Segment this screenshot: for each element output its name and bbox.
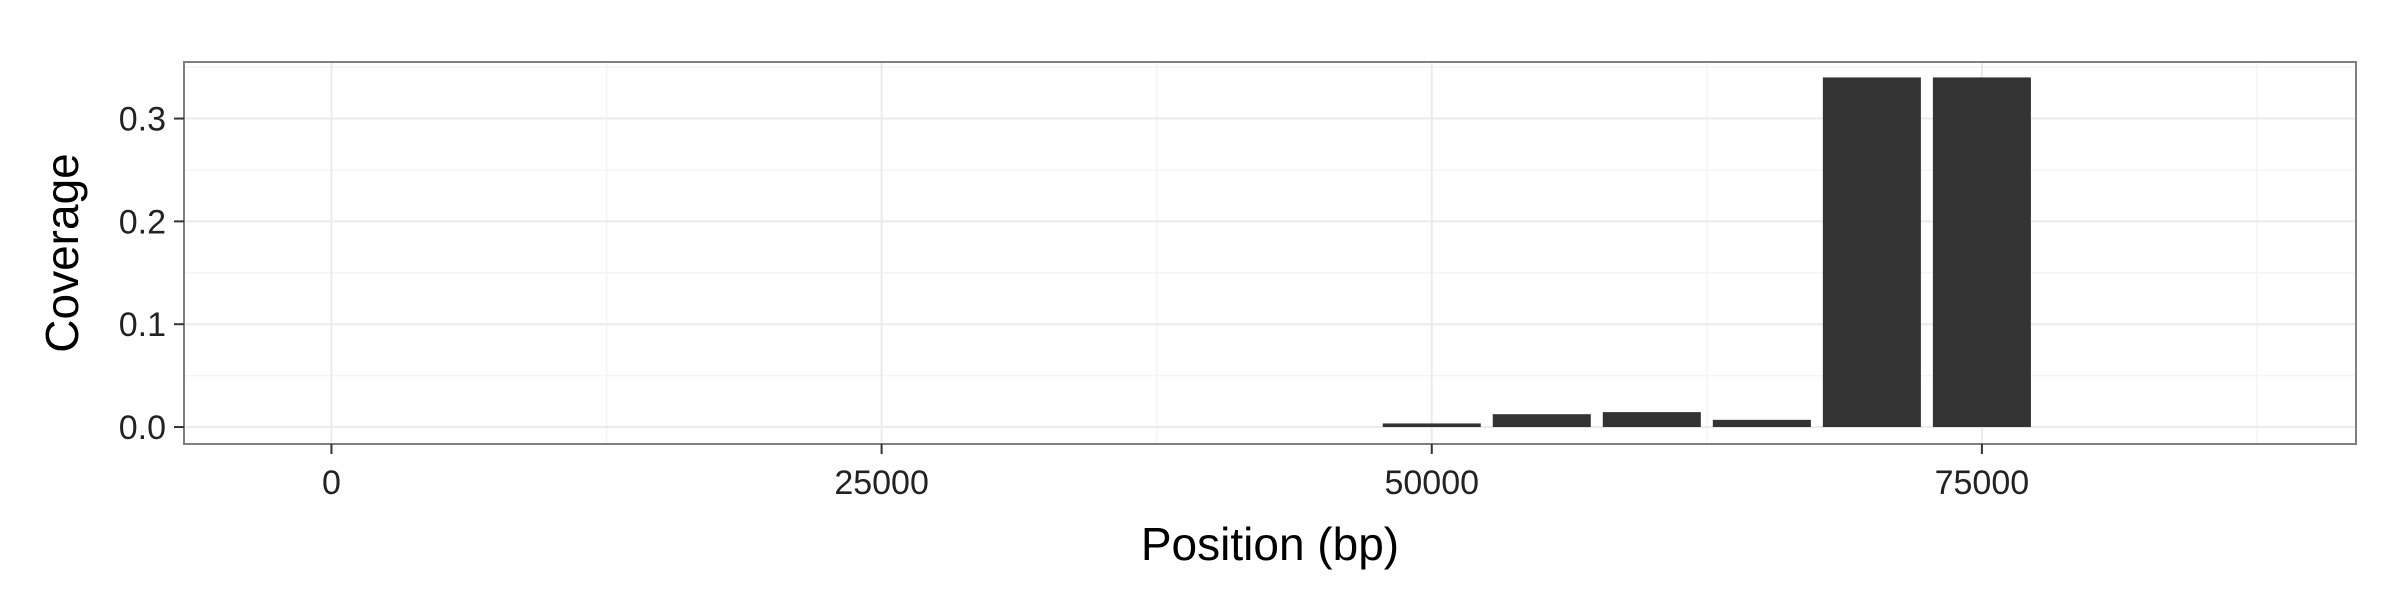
bar: [1382, 423, 1481, 428]
bar: [1822, 77, 1921, 428]
y-axis: 0.0 0.1 0.2 0.3: [119, 101, 184, 447]
bar: [1492, 414, 1591, 428]
y-tick-label: 0.1: [119, 306, 166, 344]
x-tick-label: 25000: [834, 464, 929, 502]
x-axis-title: Position (bp): [1141, 518, 1399, 570]
y-axis-title: Coverage: [36, 153, 88, 352]
major-gridlines: [184, 62, 2356, 444]
y-tick-label: 0.2: [119, 203, 166, 241]
x-tick-label: 0: [322, 464, 341, 502]
bar: [1712, 419, 1811, 428]
bar: [1932, 77, 2031, 428]
plot-panel-border: [183, 61, 2357, 445]
bar: [1602, 412, 1701, 428]
x-tick-label: 75000: [1935, 464, 2030, 502]
x-tick-label: 50000: [1384, 464, 1479, 502]
y-tick-label: 0.3: [119, 101, 166, 139]
bars-group: [1382, 77, 2031, 428]
x-axis: 0 25000 50000 75000: [322, 444, 2029, 502]
y-tick-label: 0.0: [119, 409, 166, 447]
